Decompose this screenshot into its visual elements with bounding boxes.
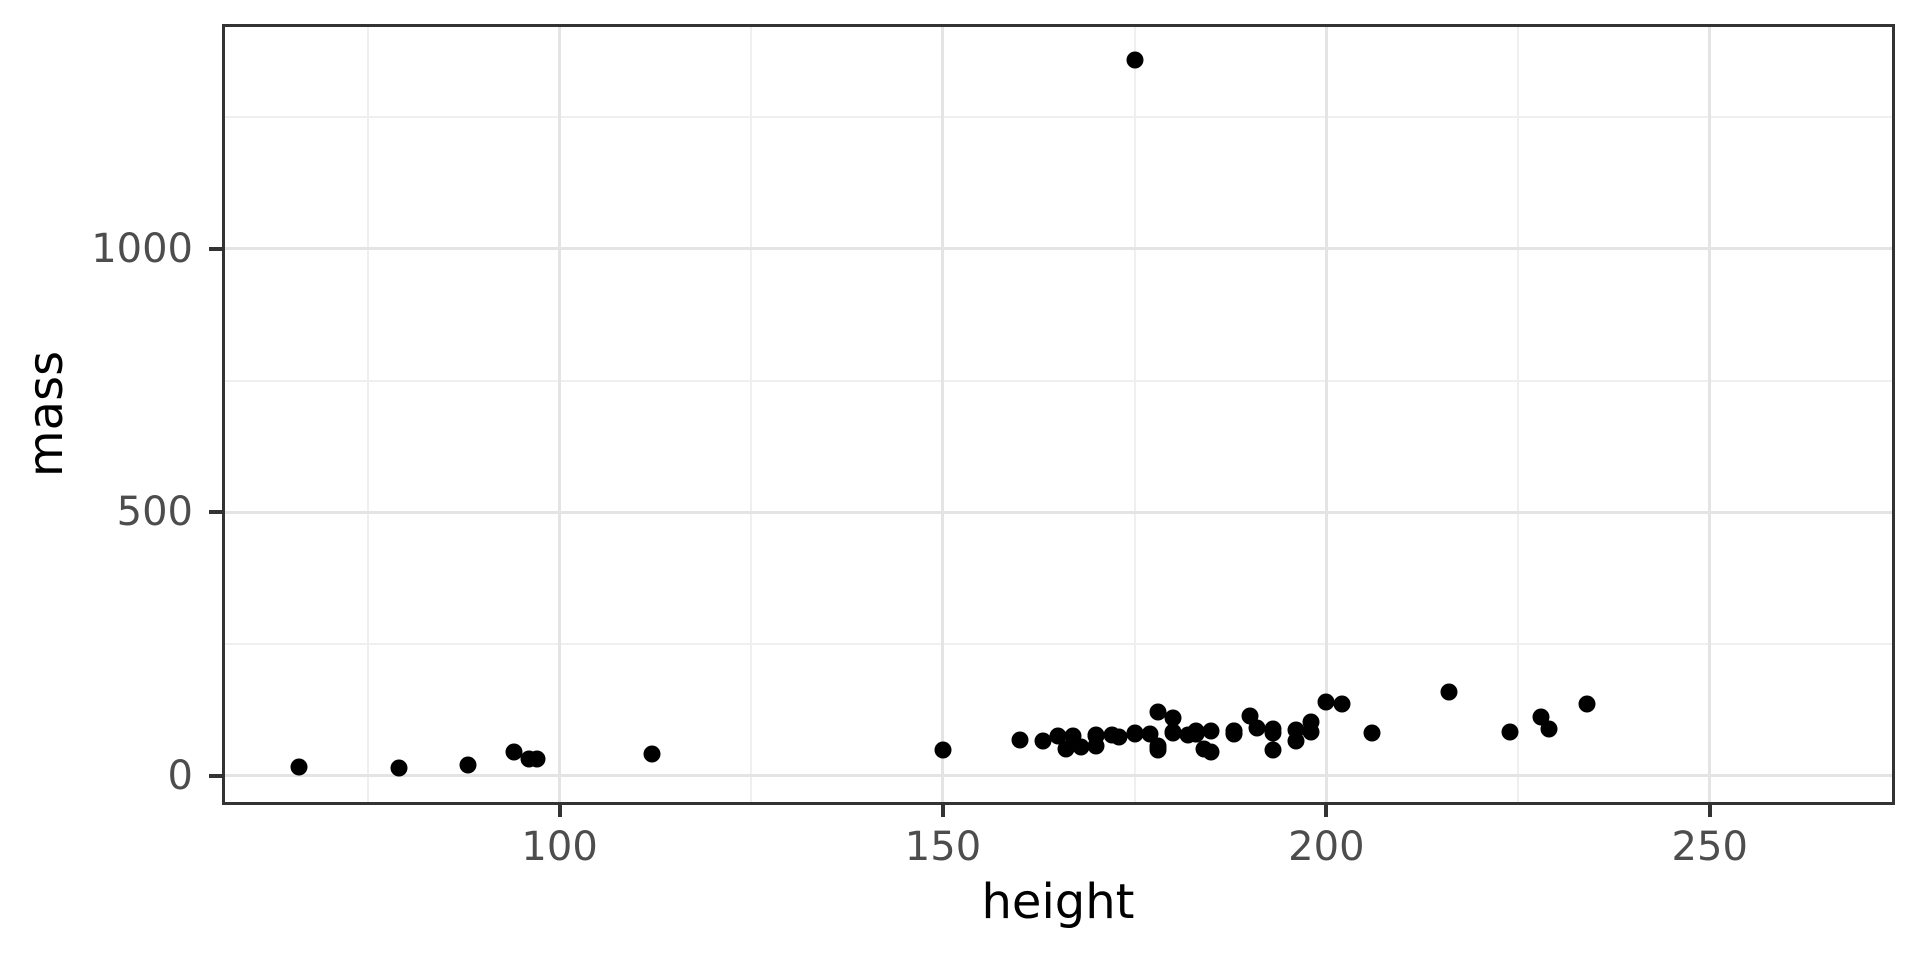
x-tick-label: 200 xyxy=(1288,824,1365,870)
data-point xyxy=(1072,738,1090,756)
data-point xyxy=(1333,695,1351,713)
data-point xyxy=(1202,722,1220,740)
x-major-gridline xyxy=(558,25,562,803)
data-point xyxy=(528,750,546,768)
data-point xyxy=(1501,723,1519,741)
data-point xyxy=(1164,723,1182,741)
data-point xyxy=(1195,740,1213,758)
data-point xyxy=(505,743,523,761)
y-axis-tick xyxy=(209,246,223,251)
data-point xyxy=(1264,724,1282,742)
x-major-gridline xyxy=(941,25,945,803)
y-minor-gridline xyxy=(223,116,1893,119)
data-point xyxy=(934,741,952,759)
data-point xyxy=(390,759,408,777)
data-point xyxy=(643,745,661,763)
data-point xyxy=(1440,683,1458,701)
x-axis-title: height xyxy=(981,874,1135,930)
data-point xyxy=(1578,695,1596,713)
data-point xyxy=(1264,741,1282,759)
data-point xyxy=(1126,724,1144,742)
data-point xyxy=(1149,703,1167,721)
x-axis-tick xyxy=(557,803,562,817)
data-point xyxy=(1317,693,1335,711)
data-point xyxy=(1011,731,1029,749)
x-axis-tick xyxy=(1707,803,1712,817)
x-axis-tick xyxy=(940,803,945,817)
data-point xyxy=(1034,732,1052,750)
x-minor-gridline xyxy=(1517,25,1520,803)
y-major-gridline xyxy=(223,510,1893,514)
data-point xyxy=(1164,709,1182,727)
data-point xyxy=(1049,727,1067,745)
data-point xyxy=(1087,737,1105,755)
data-point xyxy=(1302,713,1320,731)
x-minor-gridline xyxy=(366,25,369,803)
y-minor-gridline xyxy=(223,642,1893,645)
x-tick-label: 150 xyxy=(904,824,982,870)
data-point xyxy=(1363,724,1381,742)
y-major-gridline xyxy=(223,247,1893,251)
y-major-gridline xyxy=(223,774,1893,778)
data-point xyxy=(1225,725,1243,743)
data-point xyxy=(1149,738,1167,756)
data-point xyxy=(1126,51,1144,69)
data-point xyxy=(1287,721,1305,739)
plot-panel-background xyxy=(223,25,1893,803)
data-point xyxy=(290,758,308,776)
x-axis-tick xyxy=(1324,803,1329,817)
x-tick-label: 100 xyxy=(521,824,598,870)
data-point xyxy=(1057,740,1075,758)
x-major-gridline xyxy=(1324,25,1328,803)
y-tick-label: 1000 xyxy=(91,225,193,272)
y-minor-gridline xyxy=(223,379,1893,382)
x-major-gridline xyxy=(1708,25,1712,803)
x-minor-gridline xyxy=(1133,25,1136,803)
y-axis-title: mass xyxy=(18,350,74,478)
data-point xyxy=(1187,725,1205,743)
data-point xyxy=(1248,719,1266,737)
y-tick-label: 500 xyxy=(116,489,193,536)
data-point xyxy=(1540,720,1558,738)
data-point xyxy=(459,756,477,774)
x-minor-gridline xyxy=(750,25,753,803)
data-point xyxy=(1110,728,1128,746)
x-tick-label: 250 xyxy=(1671,824,1748,870)
y-axis-tick xyxy=(209,510,223,515)
y-tick-label: 0 xyxy=(167,752,193,799)
y-axis-tick xyxy=(209,773,223,778)
